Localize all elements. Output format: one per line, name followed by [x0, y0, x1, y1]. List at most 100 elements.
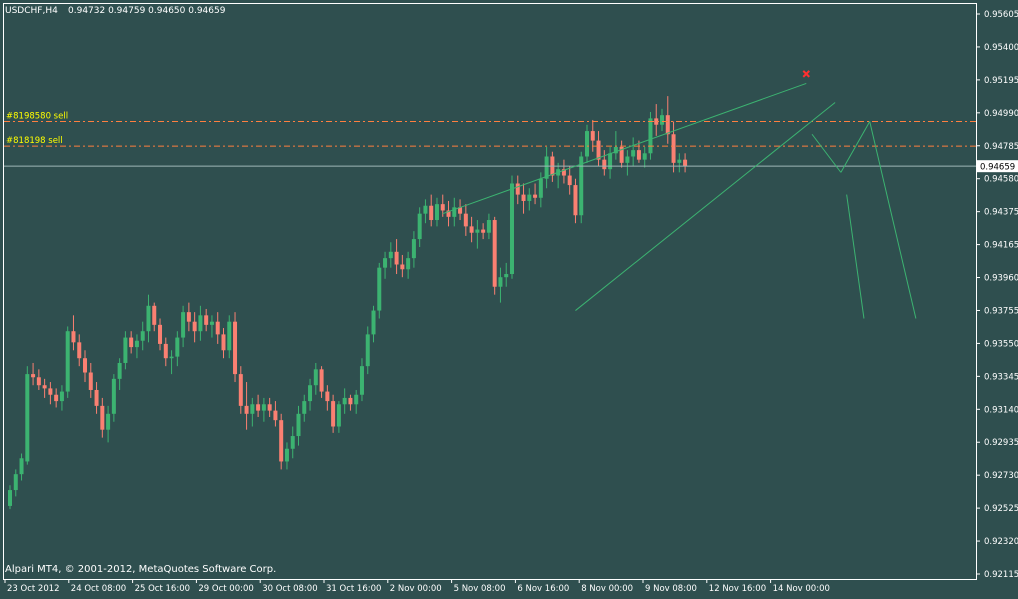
y-tick-label: 0.93960: [984, 274, 1018, 284]
candle: [290, 426, 295, 459]
candle-body: [31, 374, 36, 378]
candle: [325, 385, 330, 411]
y-tick-label: 0.94165: [984, 241, 1018, 251]
candle-body: [642, 153, 647, 160]
candle-body: [215, 321, 220, 335]
x-tick-label: 8 Nov 00:00: [581, 584, 633, 594]
candle: [371, 305, 376, 343]
candle-body: [683, 159, 688, 167]
candle-body: [158, 324, 163, 344]
candle: [273, 401, 278, 427]
candle-body: [608, 153, 613, 170]
candle-body: [417, 213, 422, 240]
x-tick-label: 30 Oct 08:00: [262, 584, 317, 594]
candle-body: [561, 169, 566, 176]
candle-body: [365, 334, 370, 367]
candle-body: [83, 358, 88, 373]
y-tick-label: 0.94580: [984, 175, 1018, 185]
candle: [186, 302, 191, 332]
candle: [336, 401, 341, 433]
candle-body: [440, 204, 445, 211]
candle: [146, 294, 151, 343]
candle-body: [256, 404, 261, 411]
candle-body: [538, 178, 543, 198]
candle-body: [394, 251, 399, 265]
candle: [613, 131, 618, 160]
candle: [140, 321, 145, 351]
order-label: #818198 sell: [6, 136, 63, 146]
candle: [469, 216, 474, 243]
candle: [492, 216, 497, 295]
candle: [498, 267, 503, 303]
candle-body: [106, 413, 111, 430]
candle-body: [123, 337, 128, 363]
candle: [365, 326, 370, 375]
y-tick-label: 0.93140: [984, 405, 1018, 415]
candle-body: [492, 220, 497, 287]
candle-body: [117, 362, 122, 379]
candle: [619, 140, 624, 168]
candle-body: [261, 404, 266, 411]
candle-body: [186, 312, 191, 322]
candle: [100, 397, 105, 438]
candle: [163, 337, 168, 367]
candle: [88, 362, 93, 398]
candle-body: [486, 220, 491, 233]
current-price-label: 0.94659: [980, 163, 1015, 173]
candle: [527, 188, 532, 211]
candle-body: [527, 194, 532, 201]
x-tick-label: 23 Oct 2012: [7, 584, 60, 594]
candle-body: [65, 331, 70, 392]
y-tick-label: 0.92320: [984, 537, 1018, 547]
candle: [585, 124, 589, 163]
candle: [631, 137, 636, 167]
candle-body: [446, 210, 451, 217]
y-tick-label: 0.92935: [984, 438, 1018, 448]
candle-body: [654, 118, 659, 125]
candle: [215, 312, 220, 344]
candle-body: [509, 183, 514, 275]
x-tick-label: 14 Nov 00:00: [773, 584, 830, 594]
candle-body: [383, 258, 388, 268]
candle-body: [111, 378, 116, 414]
candle-body: [71, 331, 76, 343]
candle-body: [302, 401, 307, 414]
candle-body: [613, 146, 618, 154]
candle-body: [129, 337, 134, 348]
candle-body: [388, 251, 393, 259]
candle-body: [140, 331, 145, 341]
candle-body: [602, 159, 607, 170]
candle: [423, 199, 428, 224]
candle: [331, 394, 336, 433]
x-tick-label: 31 Oct 16:00: [326, 584, 381, 594]
candle-body: [533, 194, 538, 198]
candle: [388, 242, 393, 268]
candle-body: [296, 413, 301, 437]
candle: [486, 213, 491, 240]
candle: [434, 197, 439, 227]
candle: [354, 389, 359, 414]
candle: [48, 382, 53, 405]
candle-body: [13, 474, 18, 491]
symbol-title: USDCHF,H4: [5, 6, 58, 16]
candle-body: [198, 315, 203, 332]
candle: [400, 254, 405, 278]
x-tick-label: 5 Nov 08:00: [454, 584, 506, 594]
candle-body: [677, 159, 682, 163]
candle: [238, 366, 243, 414]
projection-line: [840, 121, 871, 173]
candle: [123, 331, 128, 370]
candle: [94, 382, 99, 414]
candle: [152, 302, 157, 332]
candle-body: [469, 226, 474, 233]
candle: [394, 239, 399, 275]
candle: [348, 394, 353, 411]
x-tick-label: 2 Nov 00:00: [390, 584, 442, 594]
y-tick-label: 0.94785: [984, 142, 1018, 152]
candle: [579, 151, 584, 224]
candle: [36, 369, 41, 390]
candle: [642, 146, 647, 168]
candle: [509, 175, 514, 279]
